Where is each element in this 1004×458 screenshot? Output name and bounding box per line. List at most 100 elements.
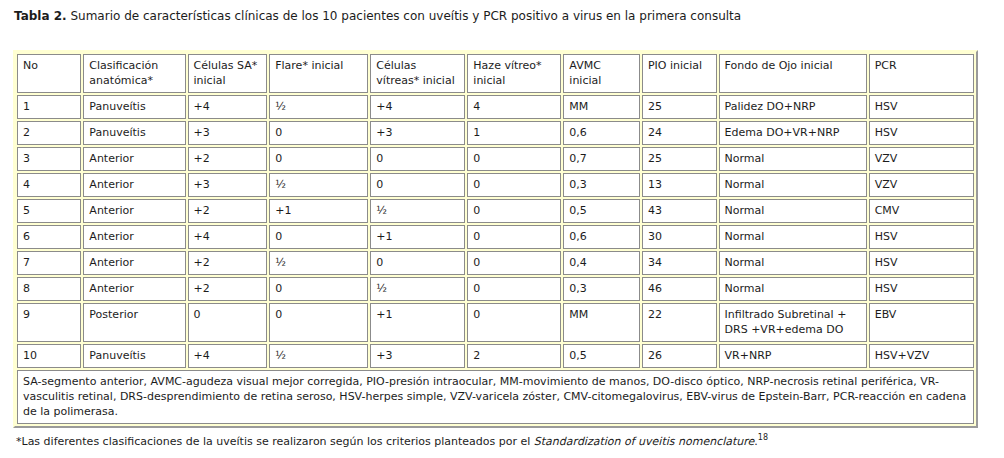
- table-cell: HSV: [869, 225, 974, 249]
- table-row: 8Anterior+20½00,346NormalHSV: [17, 277, 974, 301]
- table-row: 6Anterior+40+100,630NormalHSV: [17, 225, 974, 249]
- table-cell: 0: [370, 251, 465, 275]
- table-cell: HSV: [869, 95, 974, 119]
- table-row: 2Panuveítis+30+310,624Edema DO+VR+NRPHSV: [17, 121, 974, 145]
- column-header: Fondo de Ojo inicial: [719, 54, 867, 93]
- table-cell: 0: [467, 303, 561, 342]
- table-cell: Normal: [719, 225, 867, 249]
- table-cell: ½: [269, 173, 368, 197]
- table-cell: 22: [642, 303, 717, 342]
- table-cell: Normal: [719, 173, 867, 197]
- column-header: Células SA* inicial: [188, 54, 268, 93]
- table-cell: 8: [17, 277, 81, 301]
- table-cell: VZV: [869, 173, 974, 197]
- table-cell: +3: [370, 121, 465, 145]
- table-cell: HSV: [869, 251, 974, 275]
- column-header: No: [17, 54, 81, 93]
- table-cell: 0: [467, 173, 561, 197]
- column-header: PCR: [869, 54, 974, 93]
- table-cell: 0: [467, 199, 561, 223]
- table-cell: 0: [467, 147, 561, 171]
- table-cell: 30: [642, 225, 717, 249]
- table-cell: ½: [370, 277, 465, 301]
- page: Tabla 2. Sumario de características clín…: [0, 0, 1004, 449]
- table-cell: 13: [642, 173, 717, 197]
- table-cell: 0: [467, 277, 561, 301]
- table-cell: Normal: [719, 277, 867, 301]
- table-cell: 0,4: [563, 251, 640, 275]
- table-cell: 7: [17, 251, 81, 275]
- table-cell: 46: [642, 277, 717, 301]
- table-cell: 0: [467, 251, 561, 275]
- clinical-characteristics-table: NoClasificación anatómica*Células SA* in…: [13, 50, 978, 428]
- table-cell: Anterior: [83, 147, 185, 171]
- table-cell: VR+NRP: [719, 344, 867, 368]
- classification-note: *Las diferentes clasificaciones de la uv…: [16, 435, 980, 449]
- column-header: AVMC inicial: [563, 54, 640, 93]
- table-cell: 0: [269, 303, 368, 342]
- table-cell: +1: [269, 199, 368, 223]
- table-cell: +1: [370, 303, 465, 342]
- table-body: 1Panuveítis+4½+44MM25Palidez DO+NRPHSV2P…: [17, 95, 974, 424]
- table-header: NoClasificación anatómica*Células SA* in…: [17, 54, 974, 93]
- table-cell: +4: [370, 95, 465, 119]
- table-cell: HSV: [869, 277, 974, 301]
- table-cell: 24: [642, 121, 717, 145]
- table-cell: MM: [563, 95, 640, 119]
- table-row: 3Anterior+20000,725NormalVZV: [17, 147, 974, 171]
- table-cell: 26: [642, 344, 717, 368]
- table-cell: 0: [269, 147, 368, 171]
- table-cell: ½: [269, 95, 368, 119]
- table-cell: +2: [188, 251, 268, 275]
- table-cell: MM: [563, 303, 640, 342]
- table-cell: 0: [269, 225, 368, 249]
- column-header: Células vítreas* inicial: [370, 54, 465, 93]
- column-header: PIO inicial: [642, 54, 717, 93]
- table-cell: 2: [17, 121, 81, 145]
- table-cell: 0: [188, 303, 268, 342]
- table-cell: ½: [269, 344, 368, 368]
- table-cell: Panuveítis: [83, 121, 185, 145]
- table-cell: Normal: [719, 251, 867, 275]
- table-cell: 0: [370, 147, 465, 171]
- table-cell: Anterior: [83, 251, 185, 275]
- table-cell: HSV: [869, 121, 974, 145]
- table-cell: CMV: [869, 199, 974, 223]
- table-cell: Posterior: [83, 303, 185, 342]
- table-cell: 5: [17, 199, 81, 223]
- table-cell: 0,3: [563, 173, 640, 197]
- table-caption: Tabla 2. Sumario de características clín…: [14, 8, 980, 24]
- table-cell: 2: [467, 344, 561, 368]
- table-cell: ½: [370, 199, 465, 223]
- table-cell: Panuveítis: [83, 95, 185, 119]
- table-cell: +2: [188, 277, 268, 301]
- table-cell: Anterior: [83, 277, 185, 301]
- table-cell: 1: [467, 121, 561, 145]
- abbreviations-row: SA-segmento anterior, AVMC-agudeza visua…: [17, 370, 974, 424]
- table-cell: Anterior: [83, 173, 185, 197]
- table-cell: 9: [17, 303, 81, 342]
- table-cell: 6: [17, 225, 81, 249]
- table-cell: 1: [17, 95, 81, 119]
- table-row: 5Anterior+2+1½00,543NormalCMV: [17, 199, 974, 223]
- table-cell: 10: [17, 344, 81, 368]
- table-cell: +4: [188, 225, 268, 249]
- table-cell: 0: [269, 121, 368, 145]
- table-cell: 43: [642, 199, 717, 223]
- table-cell: Palidez DO+NRP: [719, 95, 867, 119]
- column-header: Flare* inicial: [269, 54, 368, 93]
- table-cell: 25: [642, 147, 717, 171]
- table-cell: 4: [467, 95, 561, 119]
- table-cell: Anterior: [83, 225, 185, 249]
- table-header-row: NoClasificación anatómica*Células SA* in…: [17, 54, 974, 93]
- table-cell: Normal: [719, 147, 867, 171]
- table-cell: 0,5: [563, 344, 640, 368]
- table-cell: +3: [188, 173, 268, 197]
- table-cell: +2: [188, 199, 268, 223]
- table-cell: 4: [17, 173, 81, 197]
- table-cell: Panuveítis: [83, 344, 185, 368]
- table-cell: HSV+VZV: [869, 344, 974, 368]
- column-header: Clasificación anatómica*: [83, 54, 185, 93]
- table-cell: ½: [269, 251, 368, 275]
- table-cell: Infiltrado Subretinal + DRS +VR+edema DO: [719, 303, 867, 342]
